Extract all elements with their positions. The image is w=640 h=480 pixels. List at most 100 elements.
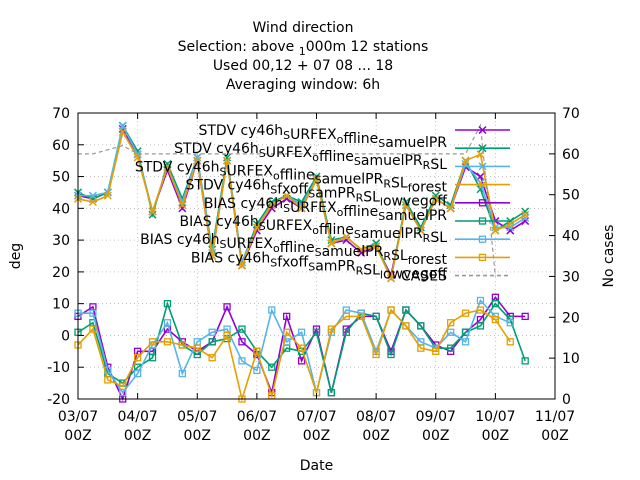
series-9 [78, 123, 496, 277]
data-point-square [476, 296, 485, 305]
x-tick-label-date: 07/07 [296, 409, 336, 425]
data-point-square [417, 344, 425, 352]
x-tick-label-hour: 00Z [243, 428, 270, 444]
legend-item-1: STDV cy46hSURFEXofflineSamuelPR [198, 123, 510, 151]
x-tick-label-hour: 00Z [422, 428, 449, 444]
data-point-square [342, 312, 350, 321]
data-point-square [133, 369, 142, 378]
x-tick-label-hour: 00Z [482, 428, 509, 444]
data-point-x [237, 261, 246, 270]
data-point-square [238, 357, 246, 365]
data-point-square [89, 325, 97, 333]
data-point-x [178, 204, 187, 213]
legend-item-8: BIAS cy46hSfxoffSamPRRSLlowvegoff [191, 250, 510, 282]
y-tick-label: 60 [52, 138, 70, 154]
y-tick-label: 10 [52, 297, 70, 313]
data-point-square [268, 306, 276, 314]
y-tick-label: 20 [52, 265, 70, 281]
data-point-square [476, 306, 485, 314]
x-tick-label-hour: 00Z [303, 428, 330, 444]
y2-axis-label: No cases [601, 225, 617, 288]
title-line-1: Wind direction [253, 20, 354, 36]
legend-item-7: BIAS cy46hSURFEXofflineSamuelPRRSLforest [140, 232, 510, 268]
x-tick-label-date: 06/07 [237, 409, 277, 425]
data-point-square [447, 344, 455, 352]
data-point-x [446, 204, 455, 213]
data-point-x [103, 191, 112, 200]
data-point-x [401, 197, 410, 207]
y2-tick-label: 60 [562, 147, 580, 163]
x-axis-label: Date [300, 458, 333, 474]
y-tick-label: 40 [52, 201, 70, 217]
data-point-square [402, 322, 410, 330]
data-point-square [297, 328, 306, 336]
legend-marker-square [478, 253, 487, 262]
data-point-square [461, 309, 470, 317]
data-point-square [119, 382, 127, 390]
y-axis-label: deg [8, 243, 24, 269]
data-point-square [238, 338, 246, 346]
x-tick-label-hour: 00Z [184, 428, 211, 444]
data-point-x [148, 210, 157, 219]
legend-marker-x [478, 144, 487, 153]
data-point-square [223, 331, 231, 340]
data-point-x [506, 220, 515, 229]
data-point-square [253, 366, 261, 375]
series-8 [74, 306, 514, 403]
legend-marker-square [478, 235, 487, 243]
data-point-x [416, 226, 425, 235]
data-point-square [148, 338, 157, 346]
x-tick-label-hour: 00Z [124, 428, 151, 444]
data-point-square [521, 312, 529, 321]
data-point-square [208, 354, 216, 362]
chart-title: Wind direction Selection: above 1000m 12 … [178, 20, 429, 93]
data-point-square [104, 376, 112, 384]
data-point-x [431, 191, 440, 200]
data-point-x [401, 201, 410, 210]
data-point-square [178, 369, 186, 378]
legend-label: BIAS cy46hSURFEXofflineSamuelPRRSL [179, 214, 447, 246]
data-point-x [88, 197, 97, 207]
data-point-square [461, 338, 470, 346]
data-point-square [297, 344, 306, 352]
legend-item-6: BIAS cy46hSURFEXofflineSamuelPRRSL [179, 214, 510, 246]
data-point-square [372, 312, 380, 321]
data-point-square [327, 325, 336, 333]
data-point-square [491, 315, 500, 324]
data-point-square [268, 363, 276, 371]
legend-label: STDV cy46hSURFEXofflineSamuelPRRSLforest [135, 159, 448, 195]
y2-tick-label: 70 [562, 106, 580, 122]
y-tick-label: -20 [47, 392, 70, 408]
data-point-square [253, 347, 261, 355]
y-tick-label: 0 [61, 328, 70, 344]
data-point-x [223, 156, 232, 165]
y2-tick-label: 20 [562, 310, 580, 326]
legend-marker-x [478, 162, 487, 171]
data-point-square [133, 354, 142, 362]
data-point-x [312, 172, 321, 181]
data-point-x [267, 201, 276, 210]
data-point-x [223, 153, 232, 162]
legend-item-9: CASES [401, 269, 510, 285]
data-point-square [521, 357, 529, 365]
data-point-x [372, 242, 381, 251]
data-point-square [447, 328, 455, 336]
data-point-x [178, 201, 187, 210]
data-point-square [476, 322, 485, 330]
data-point-square [208, 338, 216, 346]
legend-label: STDV cy46hSfxoffSamPRRSLlowvegoff [186, 178, 448, 210]
x-tick-label-hour: 00Z [64, 428, 91, 444]
data-point-square [327, 388, 336, 397]
y2-tick-label: 50 [562, 188, 580, 204]
data-point-square [297, 357, 306, 365]
x-tick-label-hour: 00Z [362, 428, 389, 444]
data-point-square [506, 338, 514, 346]
data-point-x [252, 223, 261, 232]
title-line-3: Used 00,12 + 07 08 ... 18 [213, 58, 393, 74]
data-point-square [491, 300, 500, 308]
data-point-x [297, 204, 306, 213]
x-tick-label-date: 11/07 [535, 409, 575, 425]
data-point-x [342, 232, 351, 241]
data-point-square [387, 306, 395, 314]
